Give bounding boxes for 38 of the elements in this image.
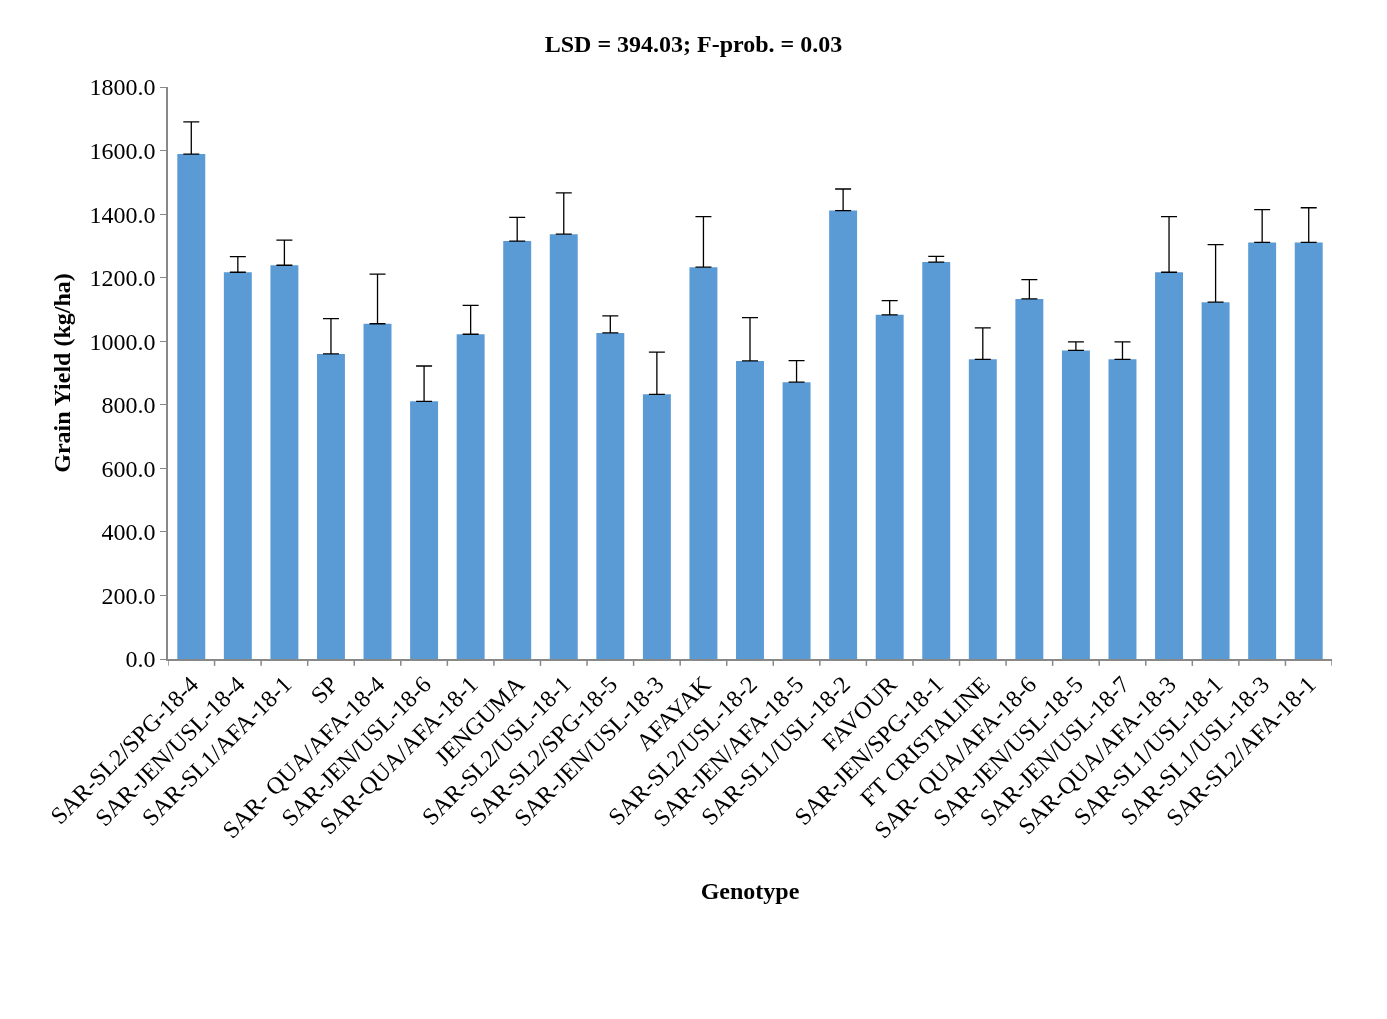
bar <box>829 210 858 659</box>
bar <box>549 234 578 659</box>
bar <box>270 265 299 659</box>
y-tick-label: 1000.0 <box>89 328 156 355</box>
bar <box>363 323 392 659</box>
bar <box>1108 359 1137 659</box>
y-tick-label: 1600.0 <box>89 137 156 164</box>
bar <box>596 332 625 659</box>
bar <box>968 359 997 659</box>
bar <box>1155 272 1184 659</box>
y-tick-label: 0.0 <box>125 646 156 673</box>
bar <box>689 267 718 659</box>
bar <box>1061 350 1090 659</box>
bar <box>1015 298 1044 659</box>
y-tick-label: 1800.0 <box>89 74 156 101</box>
y-tick-label: 1200.0 <box>89 265 156 292</box>
chart-title: LSD = 394.03; F-prob. = 0.03 <box>544 31 843 58</box>
y-tick-label: 1400.0 <box>89 201 156 228</box>
y-tick-label: 600.0 <box>101 455 156 482</box>
x-axis-title: Genotype <box>700 878 800 905</box>
y-tick-label: 200.0 <box>101 582 156 609</box>
bar <box>223 272 252 659</box>
y-tick-label: 800.0 <box>101 392 156 419</box>
bar <box>177 154 206 659</box>
bar <box>1201 302 1230 659</box>
bar <box>782 382 811 659</box>
y-tick-label: 400.0 <box>101 519 156 546</box>
y-axis-title: Grain Yield (kg/ha) <box>49 273 76 473</box>
bar <box>1294 242 1323 659</box>
bar <box>922 262 951 659</box>
bar <box>410 401 439 659</box>
bar <box>642 394 671 659</box>
bar <box>503 241 532 659</box>
bar <box>456 334 485 659</box>
bar <box>875 314 904 659</box>
bar <box>736 360 764 659</box>
bar <box>316 353 345 659</box>
bar <box>1248 242 1277 659</box>
